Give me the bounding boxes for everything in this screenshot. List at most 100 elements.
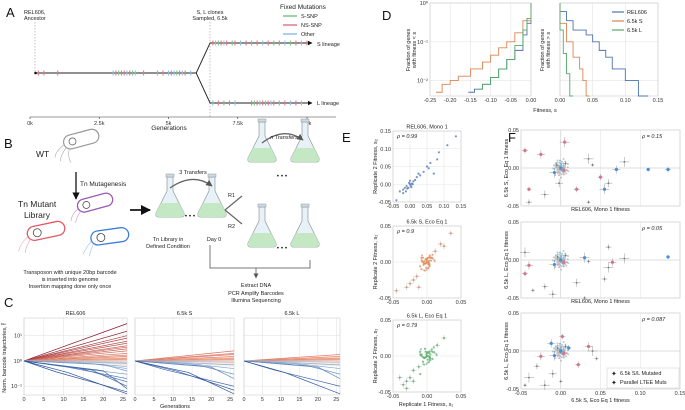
data-point <box>562 351 566 355</box>
x-tick-label: 0.05 <box>422 204 433 210</box>
flask-cap <box>165 173 175 178</box>
n-transfers-arrow <box>261 133 304 144</box>
x-tick-label: 0.05 <box>595 391 606 397</box>
data-point <box>566 166 569 169</box>
y-axis-label: 6.5k L, Eco Eq 1 fitness <box>504 322 510 380</box>
data-point <box>424 356 427 359</box>
x-tick-label: 0.15 <box>675 391 685 397</box>
y-axis-label: 6.5k S, Eco Eq 1 fitness <box>504 139 510 198</box>
subplot-title: 6.5k S <box>177 311 193 317</box>
data-point <box>395 289 398 292</box>
correlation-annotation: ρ = 0.99 <box>396 134 417 140</box>
data-point <box>417 286 420 289</box>
cross-scatter-2: 0.05 0.00 -0.05 ρ = 0.05 REL606, Mono 1 fitn… <box>504 220 681 305</box>
data-point <box>408 282 412 285</box>
y-tick-label: 10⁻¹ <box>11 384 22 390</box>
data-point <box>423 260 426 263</box>
panel-d: D Fraction of genes with fitness < s Fra… <box>382 0 663 114</box>
data-point <box>554 165 557 168</box>
data-point <box>560 356 563 359</box>
data-point <box>528 201 530 204</box>
c-y-axis-label: Norm. barcode trajectories, f̃ <box>1 323 8 393</box>
data-point <box>646 167 650 172</box>
x-tick-label: -0.05 <box>515 391 528 397</box>
plot-area <box>430 3 531 96</box>
y-tick-label: 10⁰ <box>14 358 23 365</box>
plot-area <box>560 3 658 96</box>
y-tick-label: 0.05 <box>508 128 519 134</box>
ancestor-label: Ancestor <box>24 16 46 22</box>
x-tick-label: 0.00 <box>422 300 433 306</box>
data-point <box>412 180 415 183</box>
trajectory-lines <box>244 354 340 395</box>
cross-scatter-1: 0.05 0.00 -0.05 ρ = 0.15 REL606, Mono 1 fitn… <box>504 128 681 213</box>
correlation-annotation: ρ = 0.15 <box>641 134 663 140</box>
data-point <box>565 351 568 354</box>
axis-tick-label: 2.5k <box>94 121 105 127</box>
trajectory-lines <box>135 350 234 395</box>
x-tick-label: -0.05 <box>505 98 518 104</box>
trajectory-line <box>24 335 127 362</box>
x-tick-label: 15 <box>80 397 86 403</box>
data-point <box>426 267 429 270</box>
data-point <box>405 387 408 390</box>
ellipsis: • • • <box>277 245 288 252</box>
subplot-title: 6.5k S, Eco Eq 1 <box>407 220 448 226</box>
x-tick-label: 15 <box>296 397 302 403</box>
trajectory-lines <box>24 323 127 395</box>
data-point <box>565 168 568 171</box>
data-point <box>551 293 554 296</box>
data-point <box>560 254 563 257</box>
trajectory-line <box>24 323 127 362</box>
data-point <box>398 376 401 379</box>
d-right-y-label: with fitness > s <box>546 32 552 69</box>
data-point <box>603 278 606 280</box>
data-point <box>558 251 561 254</box>
data-point <box>554 257 557 260</box>
plot-frame <box>429 2 532 97</box>
trajectory-line <box>244 360 340 379</box>
flask-cap <box>257 203 267 208</box>
data-point <box>415 176 418 179</box>
data-point <box>543 285 546 288</box>
trajectory-line <box>24 360 127 372</box>
x-axis-label: REL606, Mono 1 fitness <box>571 207 630 213</box>
panel-label-d: D <box>382 8 391 23</box>
lineage-tree <box>34 40 313 106</box>
flask-icon <box>290 203 320 248</box>
data-point <box>558 355 561 358</box>
r2-label: R2 <box>228 224 235 230</box>
data-point <box>558 174 561 177</box>
d-left-y-label: with fitness < s <box>412 32 418 69</box>
x-tick-label: 5 <box>153 397 156 403</box>
data-point <box>587 157 590 160</box>
condition-label: Defined Condition <box>146 244 190 250</box>
panel-label-b: B <box>4 136 13 151</box>
data-point <box>558 172 561 175</box>
x-tick-label: -0.10 <box>484 98 497 104</box>
x-tick-label: 0.05 <box>456 300 467 306</box>
c-x-axis-label: Generations <box>160 404 190 410</box>
data-point <box>562 173 565 176</box>
trajectory-line <box>244 359 340 362</box>
subplot-title: REL606 <box>66 311 86 317</box>
plot-frame <box>559 2 659 97</box>
data-point <box>666 255 670 259</box>
three-transfers-arrow <box>169 178 213 189</box>
data-point <box>567 353 570 356</box>
y-tick-label: 0.00 <box>508 258 519 264</box>
data-point <box>552 262 556 267</box>
data-point <box>421 360 425 363</box>
y-axis-label: Replicate 2 Fitness, s₂ <box>373 235 379 290</box>
series-line-6-5k-l <box>559 3 574 97</box>
data-point <box>431 351 434 354</box>
x-tick-label: 25 <box>333 397 339 403</box>
data-point <box>554 357 557 360</box>
data-point <box>556 159 559 162</box>
y-tick-label: 0.05 <box>380 318 391 324</box>
y-tick-label: -0.05 <box>378 200 391 206</box>
data-point <box>406 187 409 190</box>
y-tick-label: 0.05 <box>508 311 519 317</box>
data-point <box>575 281 578 284</box>
data-point <box>556 347 559 349</box>
